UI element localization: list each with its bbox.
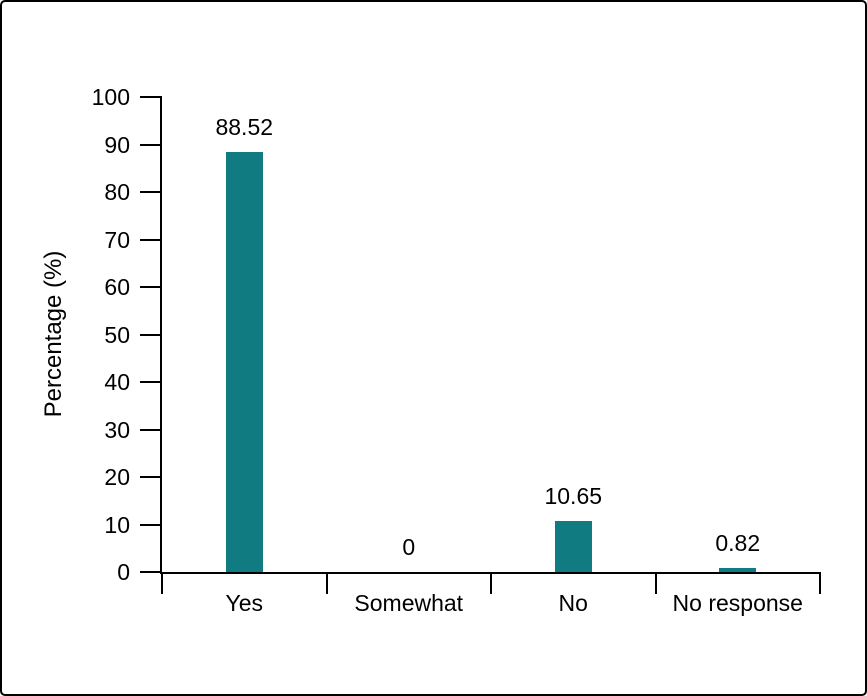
y-tick-mark (140, 143, 162, 146)
y-tick-mark (140, 428, 162, 431)
y-tick-label: 80 (104, 179, 130, 205)
y-tick-mark (140, 333, 162, 336)
y-tick-mark (140, 381, 162, 383)
bar-value-label: 10.65 (544, 483, 603, 510)
bar-value-label: 0.82 (715, 530, 761, 557)
y-axis-line (160, 97, 162, 574)
y-tick-mark (140, 191, 162, 193)
bar (225, 151, 263, 572)
x-category-label: No response (672, 590, 803, 616)
bar (554, 521, 592, 572)
y-tick-mark (140, 96, 162, 98)
x-tick-mark (325, 572, 328, 594)
y-tick-label: 10 (104, 511, 130, 538)
y-tick-mark (140, 238, 162, 241)
x-tick-mark (819, 572, 821, 594)
y-tick-mark (140, 523, 162, 526)
x-category-label: Yes (225, 590, 264, 616)
bar (719, 568, 757, 572)
y-tick-label: 20 (104, 464, 130, 490)
y-tick-mark (140, 286, 162, 288)
y-tick-label: 60 (104, 274, 130, 300)
x-category-label: Somewhat (354, 590, 464, 616)
y-tick-label: 40 (104, 369, 130, 395)
bar-value-label: 0 (402, 534, 416, 560)
y-tick-mark (140, 476, 162, 478)
y-tick-label: 50 (104, 321, 130, 348)
x-category-label: No (558, 590, 588, 616)
y-tick-label: 100 (91, 84, 130, 110)
x-tick-mark (654, 572, 657, 594)
y-tick-label: 70 (104, 226, 130, 253)
x-tick-mark (161, 572, 163, 594)
y-tick-label: 0 (117, 559, 130, 585)
y-tick-mark (140, 571, 162, 573)
y-tick-label: 30 (104, 416, 130, 443)
x-tick-mark (490, 572, 492, 594)
y-tick-label: 90 (104, 131, 130, 158)
bar-value-label: 88.52 (215, 113, 274, 140)
